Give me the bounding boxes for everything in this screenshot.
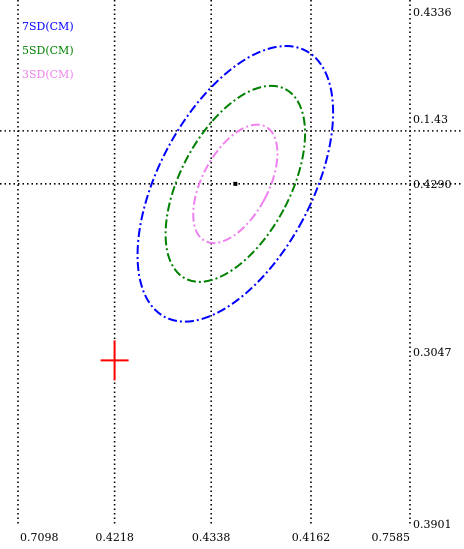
y-tick-label: 0.3901: [413, 518, 452, 531]
ellipse-series-1: [164, 84, 307, 283]
x-tick-label: 0.4338: [192, 531, 231, 544]
ellipse-series: [136, 45, 335, 323]
legend-entry-0: 7SD(CM): [22, 20, 74, 33]
y-tick-label: 0.3047: [413, 346, 452, 359]
legend: 7SD(CM) 5SD(CM) 3SD(CM): [22, 20, 74, 81]
ellipse-series-2: [192, 123, 279, 245]
grid-lines: [0, 0, 462, 524]
x-tick-label: 0.4218: [95, 531, 134, 544]
y-tick-label: 0.4336: [413, 6, 452, 19]
legend-entry-2: 3SD(CM): [22, 68, 74, 81]
ellipse-series-0: [136, 45, 335, 323]
center-point: [233, 181, 238, 186]
point-markers: [100, 181, 238, 381]
legend-entry-1: 5SD(CM): [22, 44, 74, 57]
x-tick-label: 0.7585: [372, 531, 411, 544]
y-tick-label: 0.4290: [413, 178, 452, 191]
x-tick-label: 0.7098: [20, 531, 59, 544]
y-tick-label: 0.1.43: [413, 113, 448, 126]
x-tick-label: 0.4162: [292, 531, 331, 544]
